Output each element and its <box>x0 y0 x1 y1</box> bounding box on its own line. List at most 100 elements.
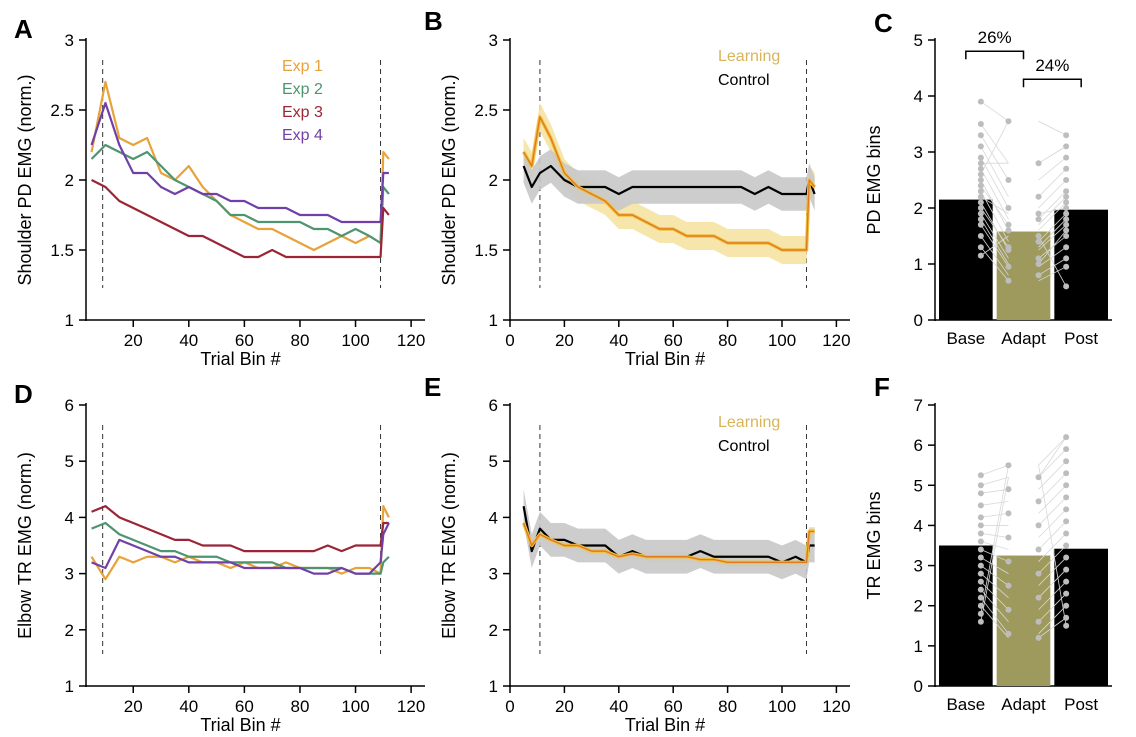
panel-d-ytick-label: 3 <box>65 565 74 584</box>
panel-c-pair-line <box>1038 224 1067 251</box>
panel-f-pair-line <box>980 597 1009 635</box>
panel-b-xtick-label: 80 <box>718 331 737 350</box>
panel-c-subject-point <box>1005 205 1012 211</box>
panel-c-subject-point <box>1035 160 1042 167</box>
panel-f-pair-line <box>980 557 1009 574</box>
panel-a-xtick-label: 40 <box>179 331 198 350</box>
panel-e-xtick-label: 60 <box>664 697 683 716</box>
panel-f-category-label-adapt: Adapt <box>1001 695 1046 714</box>
panel-c-subject-point <box>1063 283 1070 290</box>
panel-f-subject-point <box>1035 522 1042 529</box>
panel-d-ytick-label: 2 <box>65 621 74 640</box>
panel-f-pair-line <box>980 465 1009 614</box>
panel-f-pair-line <box>1038 436 1067 466</box>
panel-f-pair-line <box>1038 545 1067 574</box>
panel-c-pair-line <box>1038 190 1067 220</box>
panel-c-subject-point <box>1063 210 1070 217</box>
panel-f-pair-line <box>980 549 1009 562</box>
panel-c-ytick-label: 0 <box>914 311 923 330</box>
panel-a-legend-exp-3: Exp 3 <box>282 104 323 121</box>
panel-c-subject-point <box>1035 238 1042 245</box>
panel-b-ytick-label: 3 <box>489 31 498 50</box>
panel-d-xtick-label: 120 <box>397 697 425 716</box>
panel-f-pair-line <box>980 573 1009 598</box>
panel-f-ytick-label: 7 <box>914 396 923 415</box>
panel-f-subject-point <box>977 546 984 553</box>
panel-c-pair-line <box>980 146 1009 197</box>
panel-c-subject-point <box>1063 143 1070 150</box>
panel-f-subject-point <box>1063 542 1070 549</box>
panel-d-xtick-label: 80 <box>290 697 309 716</box>
panel-c-subject-point <box>1005 221 1012 228</box>
panel-f-subject-point <box>1063 446 1070 453</box>
panel-a-series-exp-2 <box>90 143 390 245</box>
panel-d-ytick-label: 1 <box>65 677 74 696</box>
panel-f-y-axis-label: TR EMG bins <box>864 491 884 599</box>
panel-c-category-label-adapt: Adapt <box>1001 329 1046 348</box>
panel-c-subject-point <box>977 171 984 178</box>
panel-c-subject-point <box>977 160 984 167</box>
panel-f-subject-point <box>1063 578 1070 585</box>
panel-b-xtick-label: 40 <box>609 331 628 350</box>
panel-c-subject-point <box>977 121 984 127</box>
panel-c-ytick-label: 1 <box>914 255 923 274</box>
panel-letter-f: F <box>874 372 890 402</box>
panel-a-ytick-label: 1 <box>65 311 74 330</box>
panel-c-ytick-label: 2 <box>914 199 923 218</box>
panel-b-xtick-label: 20 <box>555 331 574 350</box>
panel-c-pair-line <box>1038 246 1067 268</box>
panel-f-subject-point <box>1005 582 1012 589</box>
panel-f-pair-line <box>980 533 1009 538</box>
panel-c-pair-line <box>1038 213 1067 242</box>
panel-c-pair-line <box>980 218 1009 265</box>
panel-f-pair-line <box>1038 569 1067 598</box>
panel-d-xtick-label: 20 <box>124 697 143 716</box>
panel-f-ytick-label: 2 <box>914 597 923 616</box>
panel-c-pair-line <box>1038 207 1067 214</box>
panel-c-subject-point <box>977 199 984 206</box>
panel-c-pair-line <box>980 235 1009 256</box>
panel-f-subject-point <box>977 618 984 625</box>
panel-b-legend-control: Control <box>718 72 770 89</box>
panel-f-ytick-label: 0 <box>914 677 923 696</box>
panel-f-subject-point <box>977 602 984 609</box>
panel-c-subject-point <box>1035 216 1042 223</box>
panel-f-subject-point <box>977 530 984 537</box>
panel-c-pair-line <box>980 213 1009 259</box>
panel-c-pair-line <box>1038 218 1067 248</box>
panel-c-pair-line <box>1038 258 1067 276</box>
panel-b-xtick-label: 0 <box>505 331 514 350</box>
panel-c-subject-point <box>1005 118 1012 125</box>
panel-c-subject-point <box>977 193 984 200</box>
panel-d-xtick-label: 40 <box>179 697 198 716</box>
panel-e-xtick-label: 20 <box>555 697 574 716</box>
panel-f-subject-point <box>1005 630 1012 637</box>
panel-f-subject-point <box>1063 530 1070 537</box>
panel-b-series-control <box>522 164 816 196</box>
panel-f-subject-point <box>1005 534 1012 541</box>
panel-c-subject-point <box>1063 177 1070 183</box>
panel-e-xtick-label: 80 <box>718 697 737 716</box>
panel-f-pair-line <box>1038 557 1067 586</box>
panel-e-legend-learning: Learning <box>718 414 780 431</box>
panel-e-legend-control: Control <box>718 438 770 455</box>
panel-f-subject-point <box>1063 602 1070 609</box>
panel-c-pair-line <box>1038 120 1067 136</box>
panel-a-x-axis-label: Trial Bin # <box>200 349 280 369</box>
panel-c-pair-line <box>980 202 1009 251</box>
panel-e-ytick-label: 2 <box>489 621 498 640</box>
panel-f-subject-point <box>1035 618 1042 625</box>
panel-f-subject-point <box>977 538 984 545</box>
panel-d-ytick-label: 4 <box>65 508 74 527</box>
panel-c-subject-point <box>1035 210 1042 217</box>
panel-f-subject-point <box>1035 498 1042 505</box>
panel-f-category-label-base: Base <box>946 695 985 714</box>
panel-c-subject-point <box>1063 255 1070 262</box>
panel-e-ytick-label: 1 <box>489 677 498 696</box>
panel-f-subject-point <box>1063 458 1070 465</box>
panel-f-subject-point <box>977 502 984 509</box>
panel-f-subject-point <box>1063 518 1070 525</box>
panel-f-subject-point <box>1035 546 1042 553</box>
panel-e-xtick-label: 40 <box>609 697 628 716</box>
